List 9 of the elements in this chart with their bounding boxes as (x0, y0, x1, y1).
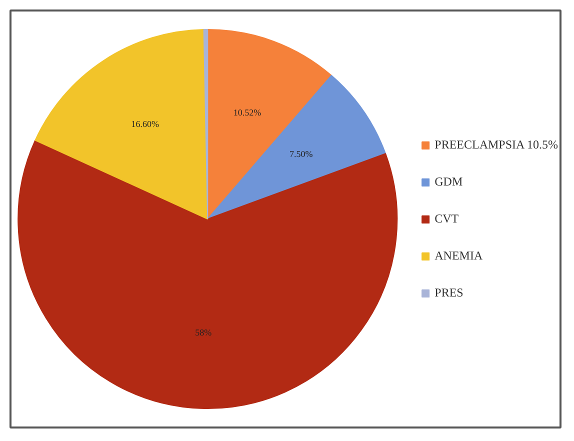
data-label: 16.60% (131, 118, 160, 129)
legend-label: ANEMIA (434, 248, 483, 263)
legend-label: PREECLAMPSIA 10.5% (434, 137, 558, 152)
legend-label: GDM (434, 174, 463, 189)
legend-label: CVT (434, 211, 459, 226)
data-label: 58% (195, 328, 212, 338)
legend-label: PRES (434, 285, 464, 300)
data-label: 7.50% (289, 149, 314, 160)
data-label: 10.52% (233, 107, 262, 118)
